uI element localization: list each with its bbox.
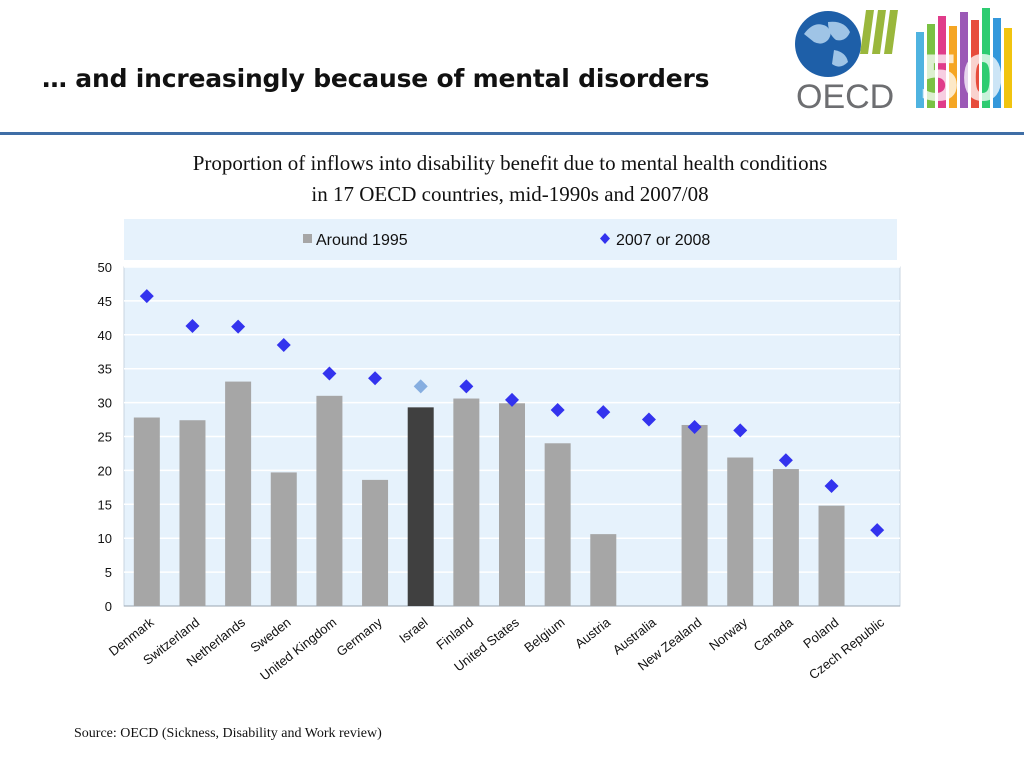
y-tick-label: 10 <box>98 531 112 546</box>
bar <box>133 417 160 606</box>
diamond-marker <box>870 523 885 538</box>
bar <box>544 443 571 606</box>
diamond-marker <box>550 403 565 418</box>
diamond-marker <box>139 289 154 304</box>
legend-swatch-diamond <box>600 233 610 244</box>
slide-title: … and increasingly because of mental dis… <box>42 64 710 93</box>
legend-label: 2007 or 2008 <box>616 232 710 249</box>
diamond-marker <box>185 318 200 333</box>
diamond-marker <box>413 379 428 394</box>
oecd-wordmark: OECD <box>796 78 894 112</box>
diamond-marker <box>276 337 291 352</box>
y-tick-label: 30 <box>98 396 112 411</box>
diamond-marker <box>733 423 748 438</box>
diamond-marker <box>641 412 656 427</box>
bar <box>179 420 206 606</box>
y-tick-label: 50 <box>98 260 112 275</box>
diamond-marker <box>778 453 793 468</box>
bar <box>316 395 343 606</box>
anniversary-number: 50 <box>918 42 1004 112</box>
x-tick-label: United Kingdom <box>257 615 339 684</box>
y-tick-label: 20 <box>98 463 112 478</box>
x-tick-label: Poland <box>800 615 841 652</box>
oecd-globe-icon <box>795 11 861 77</box>
diamond-marker <box>596 405 611 420</box>
y-tick-label: 45 <box>98 294 112 309</box>
source-note: Source: OECD (Sickness, Disability and W… <box>74 726 382 741</box>
legend-panel <box>124 219 897 260</box>
chart-title: Proportion of inflows into disability be… <box>192 151 828 175</box>
bar <box>727 457 754 606</box>
oecd-50-logo: OECD 50 <box>795 8 1012 112</box>
bar <box>270 472 297 606</box>
x-tick-label: Belgium <box>521 615 567 656</box>
legend-label: Around 1995 <box>316 232 408 249</box>
chart-subtitle: in 17 OECD countries, mid-1990s and 2007… <box>311 182 709 206</box>
x-tick-label: Israel <box>396 614 430 645</box>
x-tick-label: Norway <box>706 614 750 653</box>
y-tick-label: 35 <box>98 362 112 377</box>
y-tick-label: 40 <box>98 328 112 343</box>
legend-swatch-bar <box>303 234 312 243</box>
y-tick-label: 0 <box>105 599 112 614</box>
x-tick-label: Germany <box>334 614 386 659</box>
x-tick-label: Canada <box>751 614 797 654</box>
diamond-marker <box>368 371 383 386</box>
diamond-marker <box>505 392 519 407</box>
y-tick-label: 5 <box>105 565 112 580</box>
title-divider <box>0 132 1024 135</box>
bar <box>225 381 252 606</box>
diamond-marker <box>824 478 839 493</box>
oecd-chevrons-icon <box>860 10 898 54</box>
bar <box>362 479 389 606</box>
diamond-marker <box>687 420 702 435</box>
diamond-marker <box>231 319 246 334</box>
bar <box>681 424 708 606</box>
bar <box>772 469 799 606</box>
bar <box>499 403 525 606</box>
bar <box>453 398 480 606</box>
fiftieth-anniversary-icon: 50 <box>916 8 1012 112</box>
bar <box>590 534 617 606</box>
diamond-marker <box>322 366 337 381</box>
bar <box>818 505 845 606</box>
bar <box>407 407 434 606</box>
diamond-marker <box>459 379 474 394</box>
y-tick-label: 15 <box>98 497 112 512</box>
y-tick-label: 25 <box>98 430 112 445</box>
x-tick-label: Austria <box>572 614 614 651</box>
